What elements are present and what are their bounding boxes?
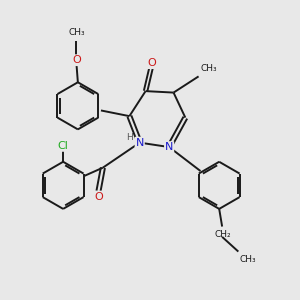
Text: O: O bbox=[72, 55, 81, 65]
Text: N: N bbox=[136, 138, 144, 148]
Text: N: N bbox=[165, 142, 173, 152]
Text: O: O bbox=[94, 191, 103, 202]
Text: O: O bbox=[147, 58, 156, 68]
Text: CH₂: CH₂ bbox=[214, 230, 231, 239]
Text: CH₃: CH₃ bbox=[240, 255, 256, 264]
Text: H: H bbox=[127, 133, 133, 142]
Text: CH₃: CH₃ bbox=[69, 28, 85, 37]
Text: CH₃: CH₃ bbox=[200, 64, 217, 73]
Text: Cl: Cl bbox=[58, 141, 69, 151]
